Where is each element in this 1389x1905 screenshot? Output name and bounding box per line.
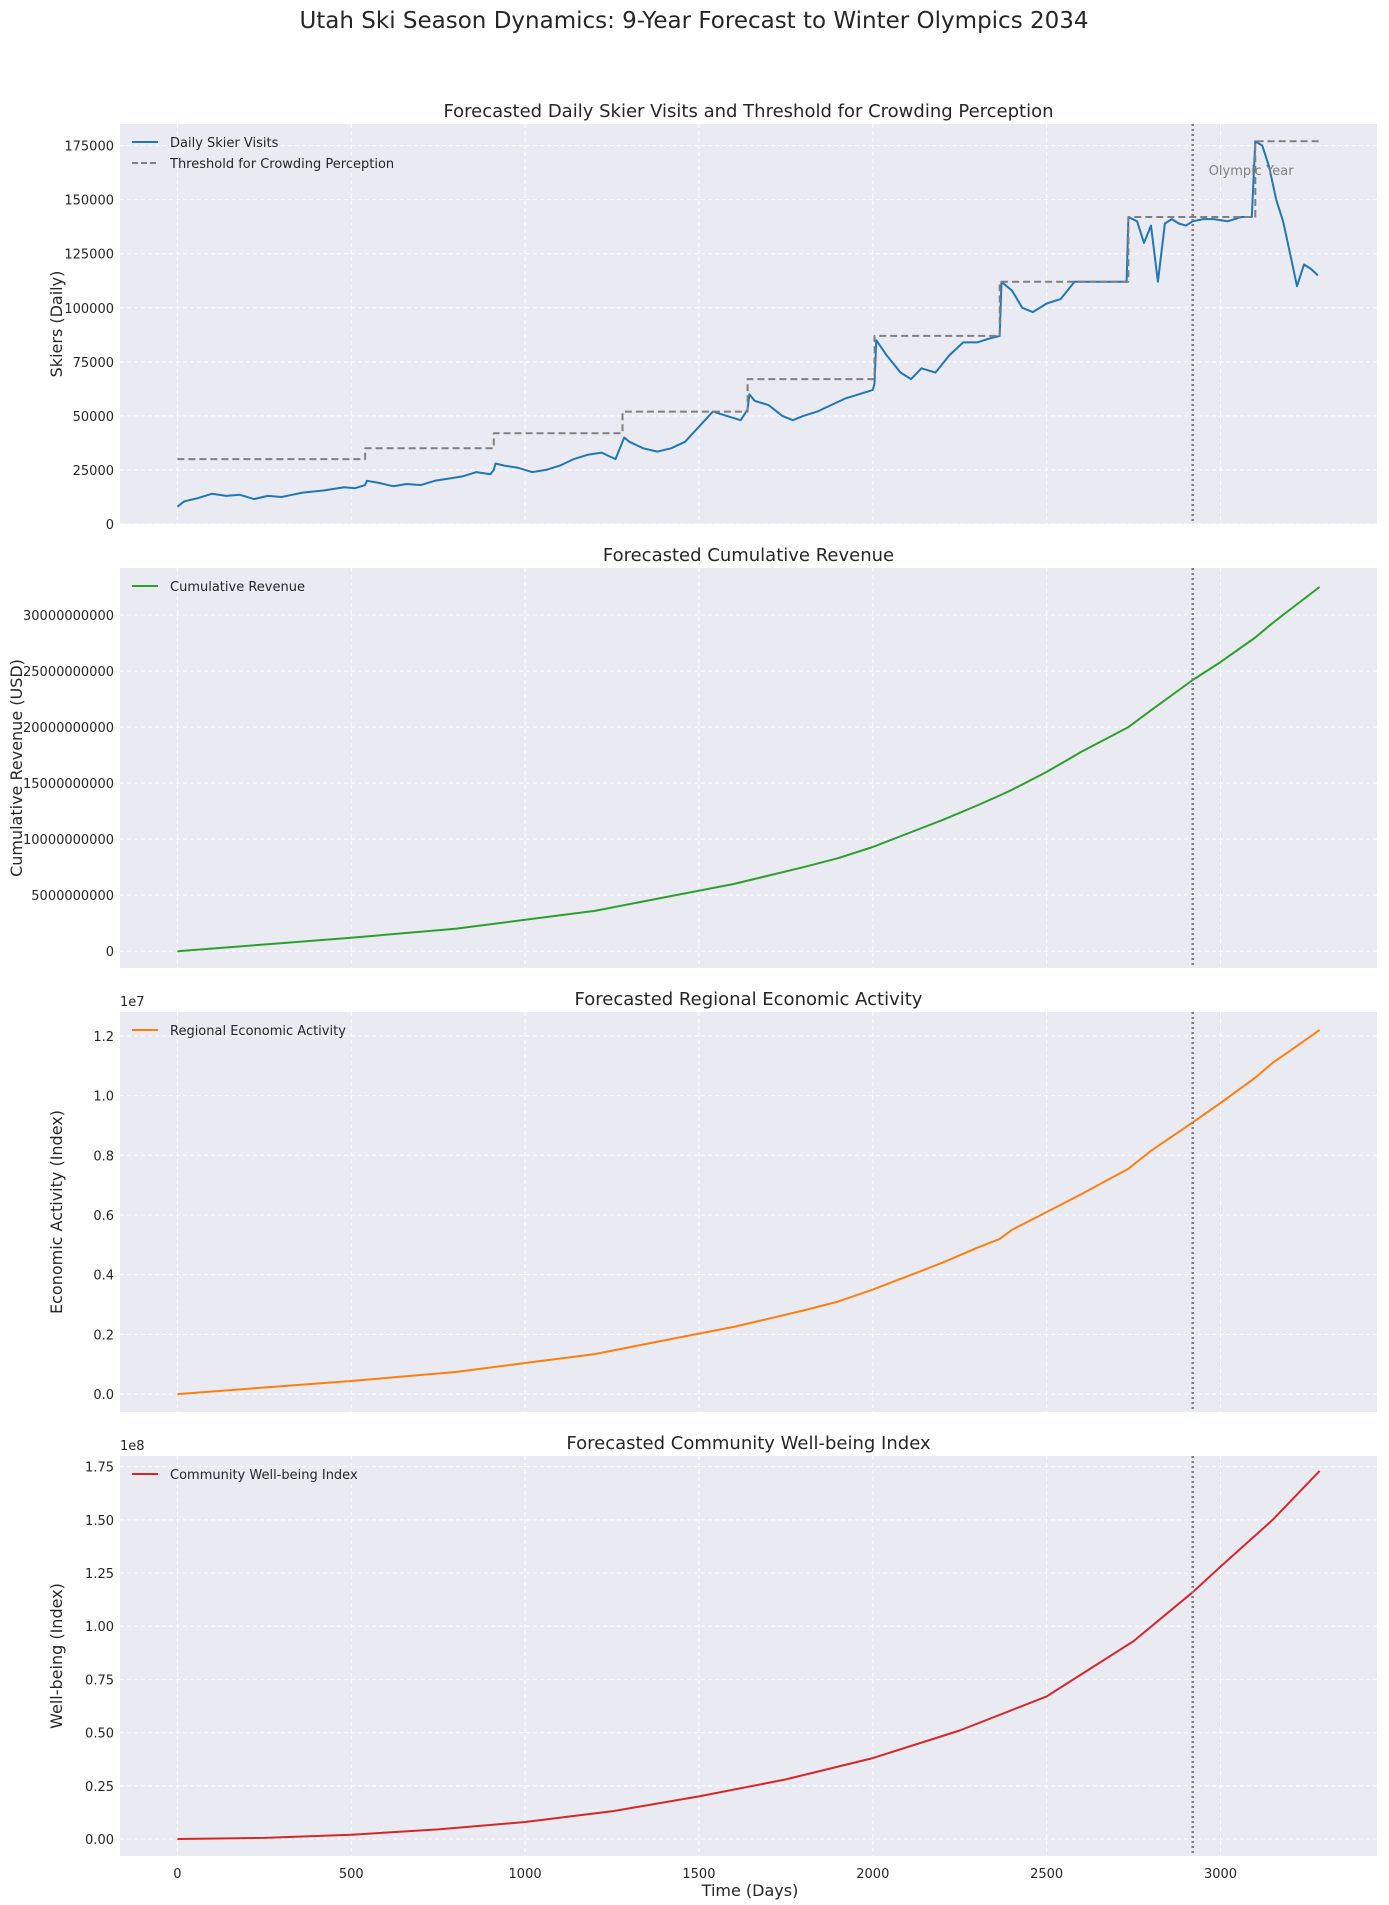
subplot-4: 0.00 0.25 0.50 0.75 1.00 1.25 1.50 1.75 0 500 1000… bbox=[47, 1433, 1377, 1882]
legend-label: Daily Skier Visits bbox=[170, 136, 279, 151]
y-axis-label: Cumulative Revenue (USD) bbox=[7, 659, 26, 877]
olympic-year-annotation: Olympic Year bbox=[1209, 164, 1295, 179]
subplot-title: Forecasted Regional Economic Activity bbox=[575, 989, 923, 1010]
y-tick-label: 20000000000 bbox=[23, 721, 114, 736]
y-tick-label: 0.0 bbox=[93, 1388, 114, 1403]
x-tick-label: 3000 bbox=[1204, 1867, 1237, 1882]
y-axis-label: Skiers (Daily) bbox=[47, 271, 66, 378]
y-tick-label: 0.75 bbox=[85, 1673, 114, 1688]
y-tick-label: 1.00 bbox=[85, 1620, 114, 1635]
y-tick-label: 125000 bbox=[64, 248, 114, 263]
y-tick-label: 50000 bbox=[73, 410, 114, 425]
y-axis-label: Well-being (Index) bbox=[47, 1583, 66, 1729]
y-tick-label: 100000 bbox=[64, 302, 114, 317]
y-tick-label: 1.0 bbox=[93, 1090, 114, 1105]
x-tick-label: 2000 bbox=[856, 1867, 889, 1882]
x-tick-label: 0 bbox=[173, 1867, 181, 1882]
series-line-1 bbox=[177, 1470, 1321, 1840]
legend-label: Regional Economic Activity bbox=[170, 1024, 346, 1039]
plot-area bbox=[120, 1012, 1377, 1412]
legend-label: Community Well-being Index bbox=[170, 1468, 358, 1483]
y-tick-label: 0.4 bbox=[93, 1269, 114, 1284]
plot-area bbox=[120, 1456, 1377, 1856]
figure-title: Utah Ski Season Dynamics: 9-Year Forecas… bbox=[299, 8, 1088, 34]
y-tick-label: 150000 bbox=[64, 194, 114, 209]
y-tick-label: 30000000000 bbox=[23, 609, 114, 624]
series-line-1 bbox=[177, 586, 1321, 953]
subplot-title: Forecasted Daily Skier Visits and Thresh… bbox=[443, 101, 1053, 122]
subplot-2: 0 5000000000 10000000000 15000000000 2000000… bbox=[7, 545, 1377, 968]
y-tick-label: 0 bbox=[106, 518, 114, 533]
legend-label: Threshold for Crowding Perception bbox=[169, 157, 394, 172]
y-tick-label: 25000 bbox=[73, 464, 114, 479]
y-tick-label: 0.2 bbox=[93, 1328, 114, 1343]
subplot-title: Forecasted Cumulative Revenue bbox=[603, 545, 894, 566]
plot-area bbox=[120, 124, 1377, 524]
y-tick-label: 1.75 bbox=[85, 1461, 114, 1476]
y-tick-label: 1.50 bbox=[85, 1514, 114, 1529]
y-tick-label: 25000000000 bbox=[23, 665, 114, 680]
y-axis-label: Economic Activity (Index) bbox=[47, 1110, 66, 1314]
subplot-title: Forecasted Community Well-being Index bbox=[566, 1433, 931, 1454]
x-tick-label: 2500 bbox=[1030, 1867, 1063, 1882]
y-tick-label: 175000 bbox=[64, 140, 114, 155]
subplot-1: 0 25000 50000 75000 100000 125000 150000 175000… bbox=[47, 101, 1377, 533]
series-line-1 bbox=[177, 1029, 1321, 1396]
x-axis-label: Time (Days) bbox=[701, 1881, 799, 1900]
series-line-1 bbox=[176, 140, 1319, 508]
subplot-panels: 0250005000075000100000125000150000175000… bbox=[7, 101, 1377, 1882]
y-tick-label: 0.6 bbox=[93, 1209, 114, 1224]
x-tick-label: 1500 bbox=[682, 1867, 715, 1882]
y-tick-label: 0 bbox=[106, 945, 114, 960]
y-tick-label: 75000 bbox=[73, 356, 114, 371]
y-tick-label: 0.25 bbox=[85, 1780, 114, 1795]
x-tick-label: 1000 bbox=[509, 1867, 542, 1882]
y-tick-label: 0.50 bbox=[85, 1727, 114, 1742]
y-tick-label: 0.00 bbox=[85, 1833, 114, 1848]
subplot-3: 0.0 0.2 0.4 0.6 0.8 1.0 1.2 1e7 Forecasted Regio… bbox=[47, 989, 1377, 1412]
y-offset-label: 1e7 bbox=[120, 995, 145, 1010]
y-offset-label: 1e8 bbox=[120, 1439, 145, 1454]
y-tick-label: 15000000000 bbox=[23, 777, 114, 792]
plot-area bbox=[120, 568, 1377, 968]
y-tick-label: 1.2 bbox=[93, 1030, 114, 1045]
y-tick-label: 10000000000 bbox=[23, 833, 114, 848]
y-tick-label: 5000000000 bbox=[31, 889, 114, 904]
legend-label: Cumulative Revenue bbox=[170, 580, 305, 595]
y-tick-label: 0.8 bbox=[93, 1149, 114, 1164]
x-tick-label: 500 bbox=[339, 1867, 364, 1882]
series-line-2 bbox=[177, 140, 1320, 461]
y-tick-label: 1.25 bbox=[85, 1567, 114, 1582]
